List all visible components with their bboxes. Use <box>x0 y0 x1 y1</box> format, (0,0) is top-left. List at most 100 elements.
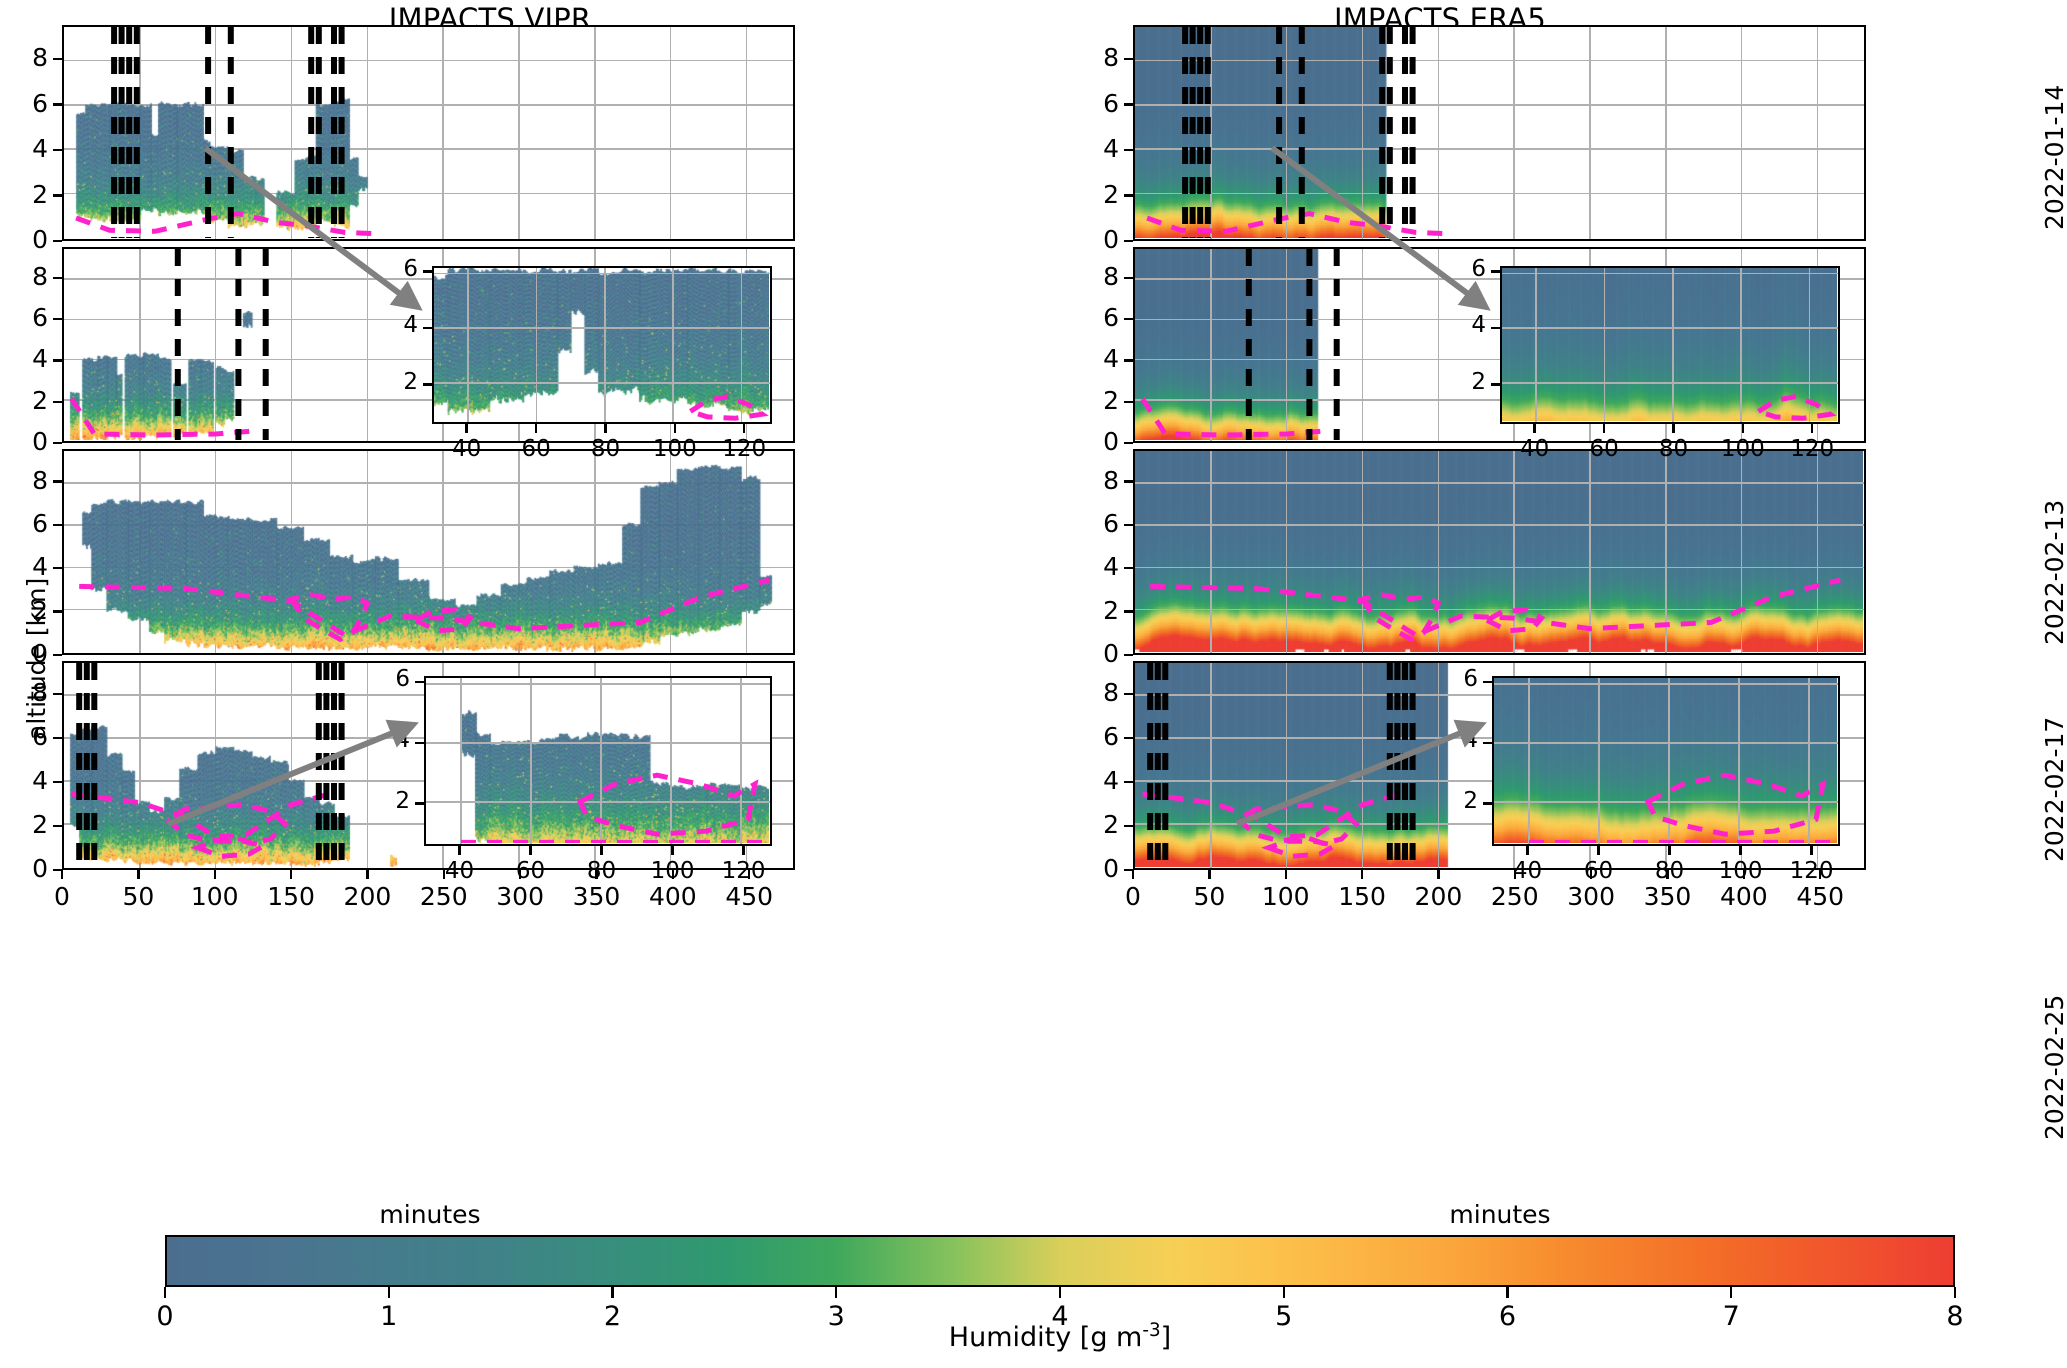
x-tick-mark <box>1811 424 1814 433</box>
y-tick-mark <box>1491 326 1500 330</box>
inset-vipr-2022-02-13 <box>432 266 772 424</box>
y-tick-mark <box>1124 653 1133 657</box>
inset-vipr-curtain <box>434 268 769 421</box>
x-tick-label: 200 <box>1414 882 1463 911</box>
y-tick-mark <box>1124 736 1133 740</box>
y-tick-label: 8 <box>1103 678 1119 707</box>
y-tick-mark <box>53 400 62 403</box>
x-tick-label: 80 <box>586 858 617 884</box>
y-tick-mark <box>53 359 62 362</box>
y-tick-mark <box>1124 103 1133 106</box>
y-tick-mark <box>1124 480 1133 483</box>
x-tick-label: 50 <box>122 882 155 911</box>
x-tick-label: 40 <box>452 436 482 462</box>
y-tick-label: 4 <box>1103 344 1119 374</box>
y-tick-label: 8 <box>32 261 48 291</box>
x-tick-mark <box>366 870 369 879</box>
y-tick-mark <box>1491 383 1500 386</box>
inset-era5-2022-02-13 <box>1500 266 1840 424</box>
x-tick-label: 60 <box>521 436 551 462</box>
y-tick-label: 4 <box>395 726 410 753</box>
x-tick-label: 400 <box>648 882 697 911</box>
colorbar-tick-label: 6 <box>1498 1301 1517 1332</box>
x-axis-label-right: minutes <box>1449 1200 1551 1229</box>
y-tick-mark <box>1124 318 1133 321</box>
x-tick-mark <box>1810 846 1813 855</box>
x-tick-label: 100 <box>1718 858 1763 884</box>
colorbar-tick-label: 5 <box>1275 1301 1293 1332</box>
y-tick-mark <box>53 276 62 280</box>
x-tick-mark <box>1526 846 1529 855</box>
y-tick-label: 2 <box>395 787 410 814</box>
inset-era5-curtain <box>1502 268 1837 421</box>
x-tick-mark <box>1597 846 1600 855</box>
x-tick-label: 100 <box>650 858 695 884</box>
x-tick-mark <box>1741 424 1745 433</box>
x-tick-mark <box>671 846 674 855</box>
y-tick-mark <box>1124 868 1133 872</box>
x-tick-label: 60 <box>1589 436 1619 462</box>
y-tick-label: 0 <box>1103 427 1119 456</box>
y-tick-label: 4 <box>1103 766 1119 795</box>
colorbar-tick-mark <box>1506 1287 1509 1298</box>
y-tick-label: 4 <box>1471 312 1486 339</box>
x-tick-label: 120 <box>721 858 766 884</box>
inset-melting-layer-line <box>684 393 769 421</box>
y-tick-label: 8 <box>1103 465 1119 495</box>
x-tick-label: 0 <box>1125 882 1141 911</box>
x-tick-mark <box>604 424 607 433</box>
y-tick-label: 2 <box>32 810 48 839</box>
y-tick-label: 0 <box>32 225 48 254</box>
melting-layer-line <box>69 397 254 438</box>
x-tick-label: 50 <box>1193 882 1226 911</box>
y-tick-mark <box>1124 567 1133 570</box>
x-tick-label: 120 <box>722 436 767 462</box>
humidity-contour <box>410 607 475 634</box>
flight-leg-markers <box>111 27 345 238</box>
y-tick-mark <box>1124 692 1133 696</box>
y-tick-label: 0 <box>1103 854 1119 883</box>
inset-melting-layer-line <box>1752 393 1837 421</box>
y-tick-mark <box>1124 194 1133 197</box>
y-tick-label: 2 <box>1103 595 1119 625</box>
y-tick-mark <box>53 318 62 321</box>
x-tick-mark <box>742 846 745 855</box>
y-tick-label: 4 <box>1103 134 1119 164</box>
inset-vipr-curtain <box>426 678 769 843</box>
y-tick-mark <box>1491 270 1500 273</box>
x-tick-mark <box>747 870 751 879</box>
row-date-2022-02-13: 2022-02-13 <box>2040 499 2067 645</box>
y-tick-mark <box>1124 276 1133 280</box>
colorbar-tick-label: 3 <box>827 1301 845 1332</box>
x-tick-label: 250 <box>1490 882 1539 911</box>
x-tick-label: 250 <box>419 882 468 911</box>
colorbar-tick-mark <box>835 1287 838 1298</box>
x-tick-label: 40 <box>1520 436 1550 462</box>
x-tick-mark <box>458 846 461 855</box>
x-tick-mark <box>137 870 140 879</box>
inset-melting-layer-line <box>576 772 759 837</box>
y-tick-label: 6 <box>403 255 418 282</box>
y-tick-label: 0 <box>32 639 48 668</box>
x-tick-label: 150 <box>267 882 315 911</box>
panel-vipr-row-0 <box>62 25 795 241</box>
y-tick-label: 4 <box>1463 726 1478 753</box>
y-tick-label: 6 <box>32 303 48 333</box>
y-tick-label: 6 <box>1103 508 1119 538</box>
y-tick-mark <box>53 824 62 828</box>
panel-vipr-row-2 <box>62 449 795 655</box>
y-tick-mark <box>53 239 62 243</box>
y-tick-label: 6 <box>1463 666 1478 693</box>
y-tick-mark <box>1124 359 1133 362</box>
y-tick-label: 4 <box>32 766 48 795</box>
y-tick-mark <box>1483 680 1492 684</box>
x-tick-label: 100 <box>1720 436 1765 462</box>
inset-vipr-2022-02-25 <box>424 676 772 846</box>
y-tick-label: 4 <box>32 134 48 164</box>
x-tick-label: 350 <box>572 882 621 911</box>
x-tick-mark <box>1131 870 1135 879</box>
y-tick-label: 6 <box>395 666 410 693</box>
x-tick-label: 300 <box>1567 882 1615 911</box>
y-tick-label: 4 <box>1103 552 1119 582</box>
x-tick-label: 80 <box>1654 858 1685 884</box>
